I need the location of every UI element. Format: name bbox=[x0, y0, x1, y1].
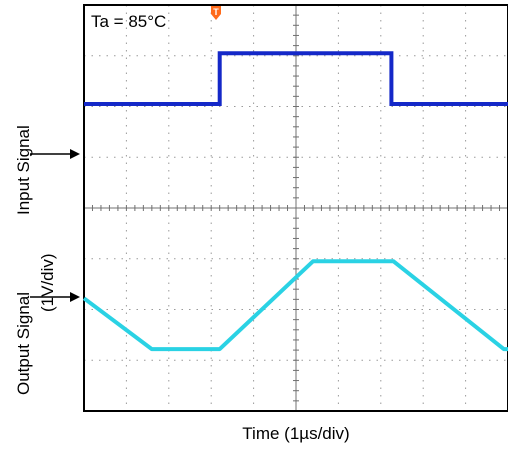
output-signal-trace bbox=[82, 259, 508, 352]
plot-grid bbox=[83, 4, 508, 412]
plot-border bbox=[83, 4, 508, 412]
output-signal-label: Output Signal bbox=[14, 291, 33, 395]
volts-per-division-label: (1V/div) bbox=[38, 253, 57, 312]
input-signal-label: Input Signal bbox=[14, 125, 33, 215]
output-ground-arrow bbox=[30, 292, 80, 302]
plot-frame bbox=[83, 4, 508, 412]
x-axis-label: Time (1µs/div) bbox=[242, 424, 350, 443]
trigger-marker: T bbox=[211, 6, 221, 20]
trigger-marker-label: T bbox=[213, 7, 219, 17]
input-ground-arrow bbox=[30, 149, 80, 159]
input-signal-trace bbox=[84, 51, 508, 106]
temperature-annotation: Ta = 85°C bbox=[91, 12, 166, 31]
